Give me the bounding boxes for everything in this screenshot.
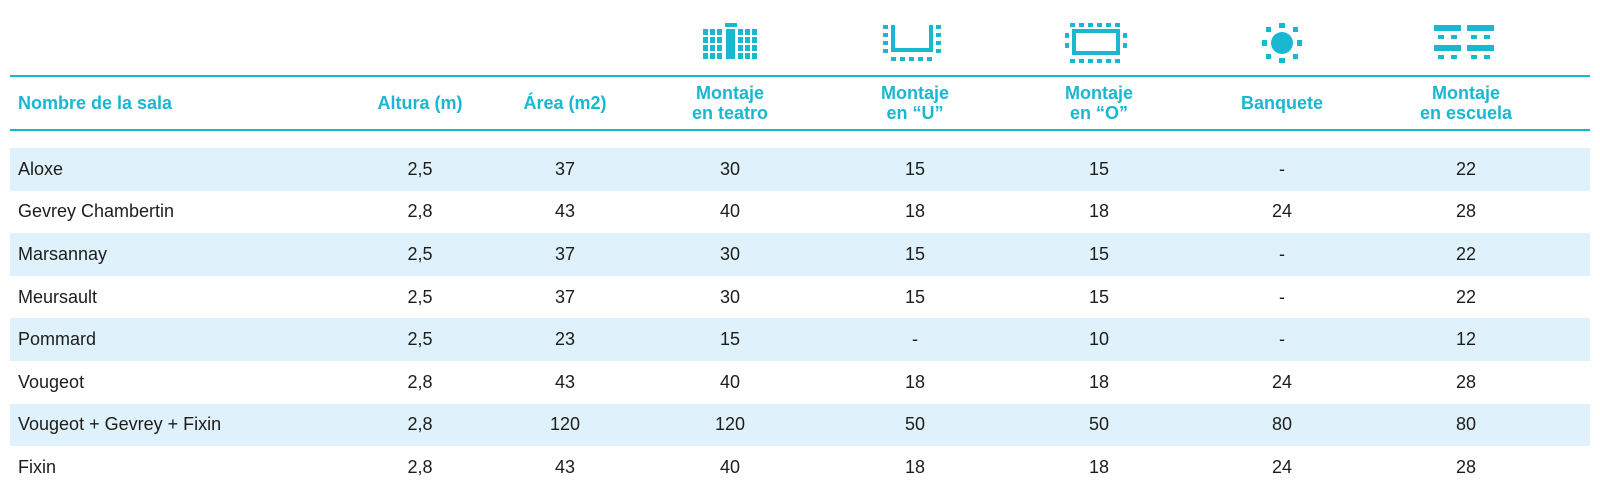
cell-height: 2,5 bbox=[407, 243, 433, 264]
cell-name: Fixin bbox=[18, 456, 57, 477]
cell-u-shape: 18 bbox=[904, 456, 926, 477]
u-shape-setup-icon bbox=[880, 20, 944, 66]
cell-theatre: 30 bbox=[719, 286, 741, 307]
cell-banquet: 24 bbox=[1271, 201, 1293, 222]
cell-u-shape: 18 bbox=[904, 201, 926, 222]
cell-height: 2,8 bbox=[407, 414, 433, 435]
cell-u-shape: 15 bbox=[904, 286, 926, 307]
cell-theatre: 40 bbox=[719, 456, 741, 477]
column-header-area: Área (m2) bbox=[523, 93, 607, 113]
cell-u-shape: 15 bbox=[904, 158, 926, 179]
cell-name: Marsannay bbox=[18, 243, 108, 264]
cell-area: 120 bbox=[549, 414, 581, 435]
cell-o-shape: 15 bbox=[1088, 158, 1110, 179]
banquet-setup-icon bbox=[1250, 20, 1314, 66]
cell-o-shape: 18 bbox=[1088, 371, 1110, 392]
cell-o-shape: 15 bbox=[1088, 286, 1110, 307]
cell-area: 43 bbox=[554, 201, 576, 222]
cell-school: 22 bbox=[1455, 243, 1477, 264]
cell-height: 2,5 bbox=[407, 286, 433, 307]
o-shape-setup-icon bbox=[1064, 20, 1128, 66]
table-row: Gevrey Chambertin 2,8 43 40 18 18 24 28 bbox=[10, 191, 1590, 234]
column-header-height: Altura (m) bbox=[377, 93, 463, 113]
cell-school: 22 bbox=[1455, 286, 1477, 307]
table-row: Aloxe 2,5 37 30 15 15 - 22 bbox=[10, 148, 1590, 191]
table-body: Aloxe 2,5 37 30 15 15 - 22 Gevrey Chambertin 2,8 4… bbox=[10, 148, 1590, 489]
table-row: Vougeot 2,8 43 40 18 18 24 28 bbox=[10, 361, 1590, 404]
cell-school: 28 bbox=[1455, 456, 1477, 477]
cell-u-shape: - bbox=[912, 329, 918, 350]
cell-height: 2,5 bbox=[407, 158, 433, 179]
cell-name: Pommard bbox=[18, 329, 97, 350]
cell-school: 28 bbox=[1455, 371, 1477, 392]
table-header: Nombre de la sala Altura (m) Área (m2) Mont… bbox=[10, 77, 1590, 129]
cell-height: 2,8 bbox=[407, 456, 433, 477]
cell-school: 22 bbox=[1455, 158, 1477, 179]
cell-name: Aloxe bbox=[18, 158, 64, 179]
cell-school: 80 bbox=[1455, 414, 1477, 435]
column-header-banquet: Banquete bbox=[1240, 93, 1323, 113]
cell-theatre: 30 bbox=[719, 158, 741, 179]
cell-u-shape: 50 bbox=[904, 414, 926, 435]
cell-u-shape: 15 bbox=[904, 243, 926, 264]
cell-area: 37 bbox=[554, 286, 576, 307]
column-header-u-shape: Montaje en “U” bbox=[880, 83, 949, 123]
cell-height: 2,8 bbox=[407, 371, 433, 392]
cell-banquet: - bbox=[1279, 286, 1285, 307]
cell-area: 23 bbox=[554, 329, 576, 350]
cell-banquet: - bbox=[1279, 329, 1285, 350]
cell-banquet: 24 bbox=[1271, 456, 1293, 477]
cell-name: Gevrey Chambertin bbox=[18, 201, 175, 222]
cell-school: 28 bbox=[1455, 201, 1477, 222]
table-row: Marsannay 2,5 37 30 15 15 - 22 bbox=[10, 233, 1590, 276]
cell-theatre: 40 bbox=[719, 201, 741, 222]
column-header-theatre: Montaje en teatro bbox=[691, 83, 769, 123]
table-row: Meursault 2,5 37 30 15 15 - 22 bbox=[10, 276, 1590, 319]
cell-banquet: 24 bbox=[1271, 371, 1293, 392]
cell-area: 43 bbox=[554, 371, 576, 392]
cell-o-shape: 15 bbox=[1088, 243, 1110, 264]
cell-school: 12 bbox=[1455, 329, 1477, 350]
cell-name: Meursault bbox=[18, 286, 98, 307]
column-header-name: Nombre de la sala bbox=[18, 93, 173, 113]
cell-banquet: 80 bbox=[1271, 414, 1293, 435]
table-row: Vougeot + Gevrey + Fixin 2,8 120 120 50 50 80 8… bbox=[10, 403, 1590, 447]
theatre-setup-icon bbox=[698, 20, 762, 66]
cell-area: 37 bbox=[554, 243, 576, 264]
cell-area: 37 bbox=[554, 158, 576, 179]
cell-theatre: 15 bbox=[719, 329, 741, 350]
cell-height: 2,5 bbox=[407, 329, 433, 350]
school-setup-icon bbox=[1432, 20, 1496, 66]
cell-theatre: 30 bbox=[719, 243, 741, 264]
cell-o-shape: 18 bbox=[1088, 456, 1110, 477]
cell-area: 43 bbox=[554, 456, 576, 477]
cell-u-shape: 18 bbox=[904, 371, 926, 392]
cell-name: Vougeot bbox=[18, 371, 85, 392]
column-header-school: Montaje en escuela bbox=[1419, 83, 1513, 123]
cell-o-shape: 50 bbox=[1088, 414, 1110, 435]
cell-name: Vougeot + Gevrey + Fixin bbox=[18, 414, 222, 435]
cell-height: 2,8 bbox=[407, 201, 433, 222]
cell-o-shape: 10 bbox=[1088, 329, 1110, 350]
cell-o-shape: 18 bbox=[1088, 201, 1110, 222]
cell-banquet: - bbox=[1279, 158, 1285, 179]
cell-banquet: - bbox=[1279, 243, 1285, 264]
cell-theatre: 120 bbox=[714, 414, 746, 435]
setup-icons-row bbox=[0, 0, 1600, 74]
table-row: Pommard 2,5 23 15 - 10 - 12 bbox=[10, 318, 1590, 361]
header-bottom-rule bbox=[10, 129, 1590, 131]
header-top-rule bbox=[10, 75, 1590, 77]
cell-theatre: 40 bbox=[719, 371, 741, 392]
column-header-o-shape: Montaje en “O” bbox=[1064, 83, 1133, 123]
table-row: Fixin 2,8 43 40 18 18 24 28 bbox=[10, 446, 1590, 489]
